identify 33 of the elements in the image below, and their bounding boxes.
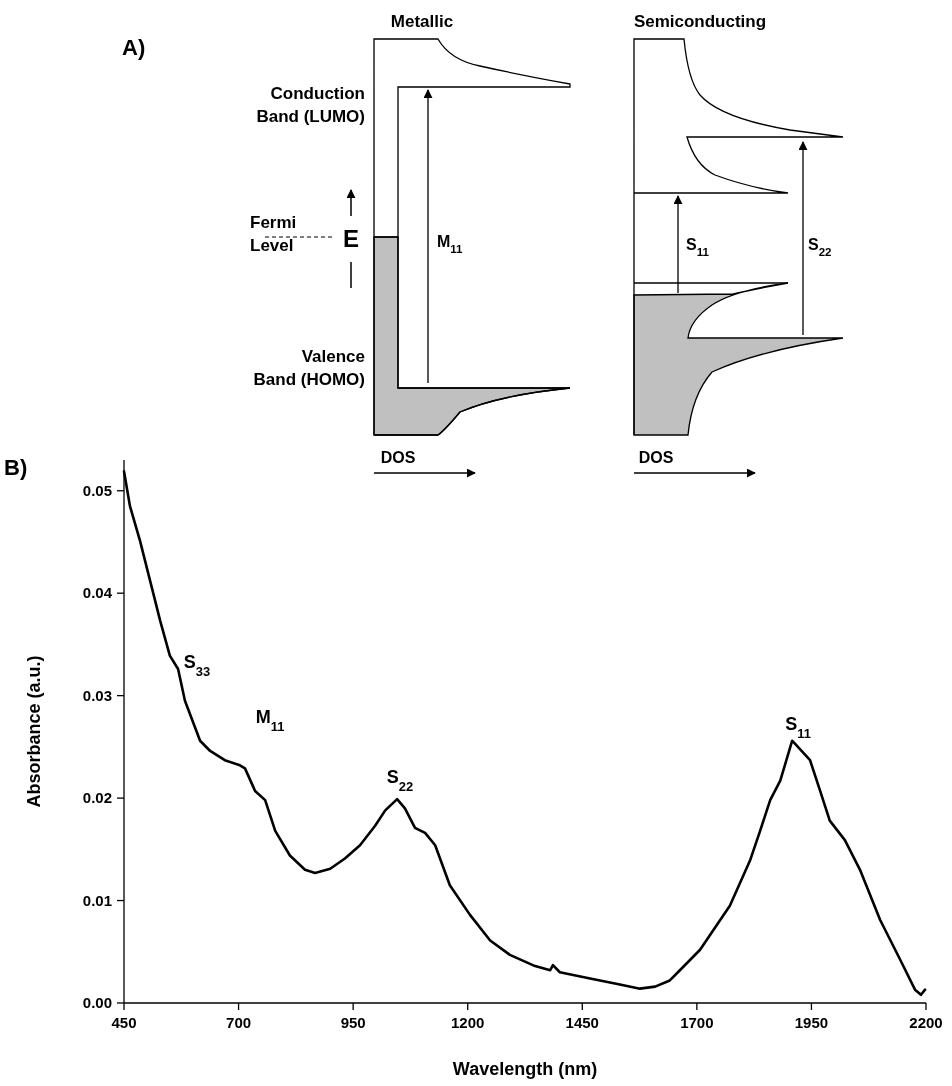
annotation: M$_{11}$ — [255, 707, 285, 734]
text: Semiconducting — [633, 12, 767, 31]
x-tick-label: 1200 — [451, 1014, 485, 1031]
text: Conduction Band (LUMO) — [256, 84, 365, 126]
y-axis-title: Absorbance (a.u.) — [24, 655, 44, 808]
x-tick-label: 950 — [340, 1014, 366, 1031]
y-tick-label: 0.01 — [82, 891, 112, 909]
y-tick-label: 0.00 — [82, 994, 112, 1012]
annotation: S$_{33}$ — [183, 652, 211, 679]
annotation: DOS — [380, 449, 416, 466]
text: Fermi Level — [250, 213, 297, 255]
annotation: S$_{11}$ — [785, 714, 811, 741]
text: M$_{11}$ — [437, 233, 464, 255]
x-tick-label: 700 — [226, 1014, 252, 1031]
text: A) — [122, 35, 146, 60]
text: S$_{11}$ — [686, 236, 710, 258]
text: Metallic — [390, 12, 454, 31]
y-tick-label: 0.02 — [82, 789, 112, 807]
x-axis-title: Wavelength (nm) — [452, 1059, 598, 1079]
text: Valence Band (HOMO) — [253, 347, 365, 389]
annotation: DOS — [638, 449, 674, 466]
annotation: S$_{22}$ — [386, 767, 414, 794]
text: E — [342, 225, 360, 252]
x-tick-label: 1450 — [565, 1014, 599, 1031]
x-tick-label: 2200 — [909, 1014, 943, 1031]
y-tick-label: 0.05 — [82, 481, 112, 499]
x-tick-label: 1950 — [794, 1014, 829, 1031]
y-tick-label: 0.03 — [82, 686, 112, 704]
x-tick-label: 450 — [111, 1014, 137, 1031]
x-tick-label: 1700 — [680, 1014, 714, 1031]
text: S$_{22}$ — [808, 236, 832, 258]
text: B) — [4, 455, 28, 480]
y-tick-label: 0.04 — [82, 584, 113, 602]
